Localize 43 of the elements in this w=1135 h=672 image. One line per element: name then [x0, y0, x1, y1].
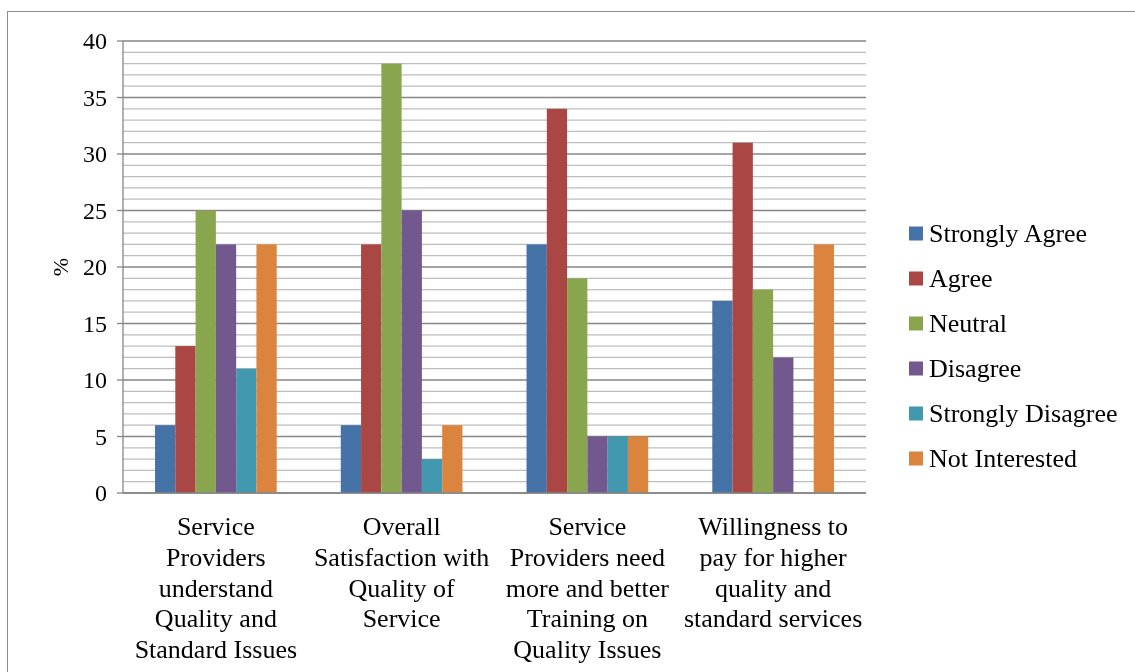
- x-tick-label: Overall Satisfaction with Quality of Service: [313, 512, 490, 634]
- legend-label: Not Interested: [929, 444, 1078, 473]
- legend-label: Neutral: [929, 309, 1007, 338]
- bar: [567, 278, 588, 493]
- bar: [587, 436, 608, 493]
- bar: [442, 425, 463, 493]
- bar: [421, 459, 443, 493]
- legend-label: Strongly Disagree: [929, 399, 1118, 428]
- bar: [526, 244, 547, 493]
- y-tick-label: 10: [83, 367, 107, 393]
- y-tick-label: 20: [83, 254, 107, 280]
- x-tick-label: Service Providers understand Quality and Standard Issues: [134, 512, 298, 665]
- legend-label: Strongly Agree: [929, 219, 1088, 248]
- bar: [752, 289, 774, 493]
- x-tick-label: Willingness to pay for higher quality and standard services: [683, 512, 863, 634]
- bar: [155, 425, 176, 493]
- y-tick-label: 35: [83, 84, 107, 111]
- legend-label: Disagree: [929, 354, 1022, 383]
- x-tick-label: Service Providers need more and better Training on Quality Issues: [505, 512, 670, 665]
- bar: [381, 63, 402, 493]
- bar: [627, 436, 649, 493]
- y-tick-label: 5: [95, 423, 107, 450]
- bar: [546, 108, 568, 493]
- y-tick-label: 25: [83, 197, 107, 224]
- bar: [732, 142, 753, 493]
- bar: [236, 368, 257, 493]
- y-axis-title: %: [47, 257, 73, 277]
- y-tick-label: 15: [83, 310, 107, 337]
- bar: [773, 357, 794, 493]
- bar: [175, 346, 196, 493]
- bar: [607, 436, 628, 493]
- bar: [340, 425, 362, 493]
- y-tick-label: 30: [83, 141, 107, 167]
- bar: [215, 244, 237, 493]
- y-tick-label: 40: [83, 28, 107, 54]
- bar: [712, 300, 733, 493]
- bar: [256, 244, 277, 493]
- y-tick-label: 0: [95, 480, 107, 506]
- bar: [401, 210, 422, 493]
- legend-label: Agree: [929, 264, 993, 293]
- bar: [195, 210, 216, 493]
- bar: [813, 244, 834, 493]
- bar: [361, 244, 382, 493]
